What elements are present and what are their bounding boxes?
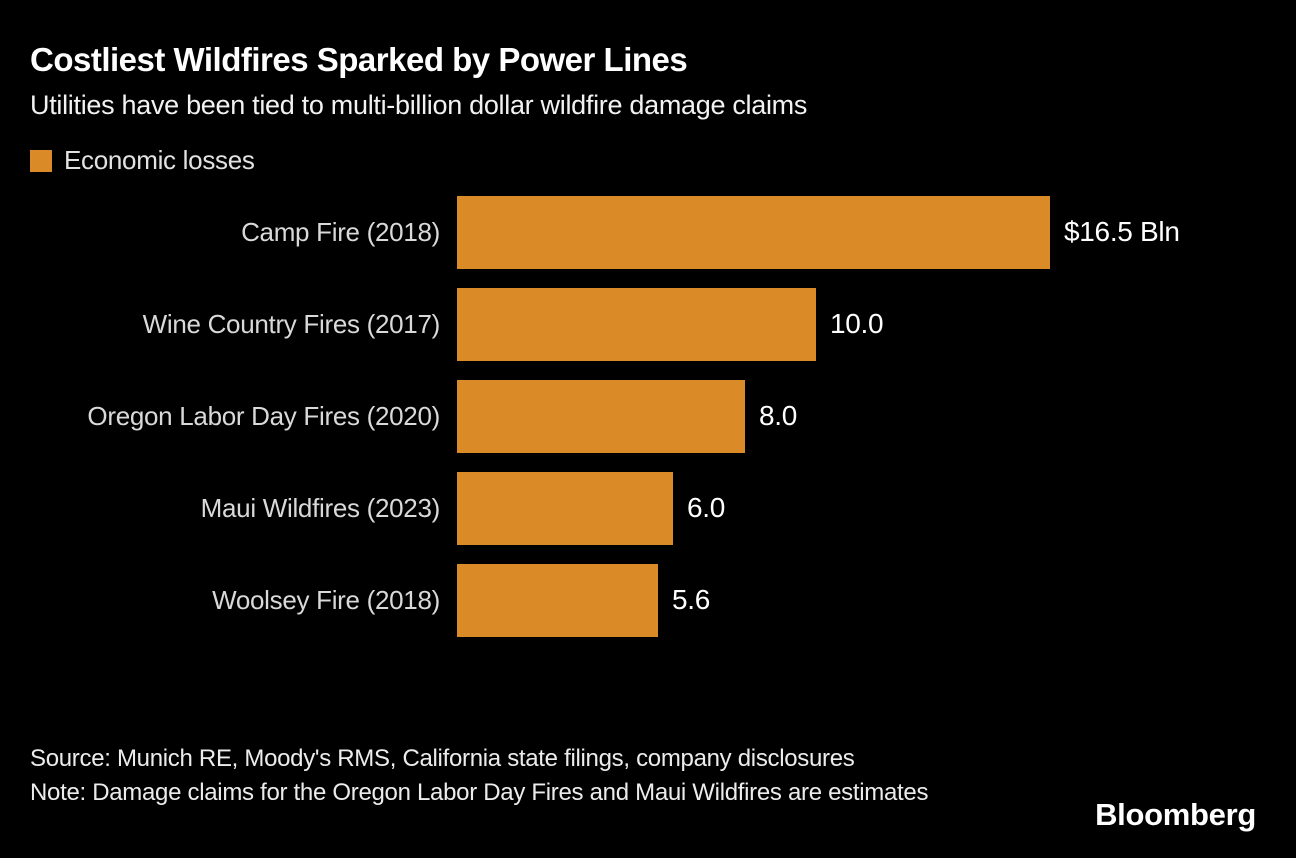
bar-row: Camp Fire (2018) $16.5 Bln — [30, 186, 1266, 278]
legend-label: Economic losses — [64, 145, 255, 175]
bloomberg-logo: Bloomberg — [1095, 797, 1256, 832]
bar-track: 8.0 — [457, 379, 1266, 453]
legend: Economic losses — [30, 145, 255, 176]
chart-header: Costliest Wildfires Sparked by Power Lin… — [30, 41, 1266, 121]
bar-row: Woolsey Fire (2018) 5.6 — [30, 554, 1266, 646]
bar — [457, 379, 745, 453]
bar — [457, 563, 658, 637]
category-label: Camp Fire (2018) — [241, 216, 440, 247]
bar-track: 6.0 — [457, 471, 1266, 545]
footer-notes: Source: Munich RE, Moody's RMS, Californ… — [30, 742, 1040, 810]
chart-subtitle: Utilities have been tied to multi-billio… — [30, 90, 808, 121]
value-label: 6.0 — [687, 492, 726, 523]
note-text: Note: Damage claims for the Oregon Labor… — [30, 779, 929, 806]
bar — [457, 287, 816, 361]
category-label: Woolsey Fire (2018) — [212, 584, 440, 615]
value-label: 8.0 — [759, 400, 798, 431]
bar-row: Maui Wildfires (2023) 6.0 — [30, 462, 1266, 554]
bar-track: 10.0 — [457, 287, 1266, 361]
value-label: 10.0 — [830, 308, 884, 339]
category-label: Wine Country Fires (2017) — [142, 308, 441, 339]
category-label: Oregon Labor Day Fires (2020) — [87, 400, 440, 431]
chart-title: Costliest Wildfires Sparked by Power Lin… — [30, 41, 688, 78]
bar-row: Wine Country Fires (2017) 10.0 — [30, 278, 1266, 370]
source-text: Source: Munich RE, Moody's RMS, Californ… — [30, 745, 855, 772]
bar-track: 5.6 — [457, 563, 1266, 637]
bar — [457, 195, 1050, 269]
legend-swatch-icon — [30, 149, 52, 172]
bar-row: Oregon Labor Day Fires (2020) 8.0 — [30, 370, 1266, 462]
bar-plot: Camp Fire (2018) $16.5 Bln Wine Country Fi… — [30, 186, 1266, 646]
bar-track: $16.5 Bln — [457, 195, 1266, 269]
value-label: 5.6 — [672, 584, 711, 615]
category-label: Maui Wildfires (2023) — [200, 492, 441, 523]
value-label: $16.5 Bln — [1064, 216, 1180, 247]
bar — [457, 471, 673, 545]
